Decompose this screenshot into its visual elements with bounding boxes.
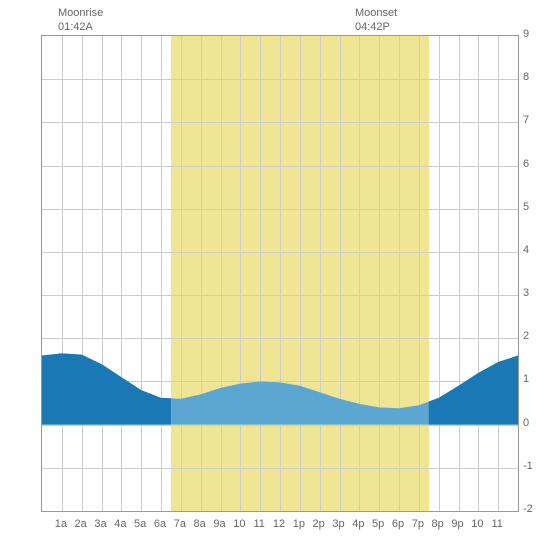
- y-tick-label: -1: [523, 460, 533, 472]
- moonset-title: Moonset: [355, 7, 397, 19]
- x-tick-label: 1a: [55, 518, 67, 530]
- moonset-time: 04:42P: [355, 21, 390, 33]
- plot-area: [41, 35, 519, 512]
- x-tick-label: 7a: [174, 518, 186, 530]
- x-tick-label: 1p: [293, 518, 305, 530]
- x-tick-label: 2p: [313, 518, 325, 530]
- x-tick-label: 2a: [75, 518, 87, 530]
- y-tick-label: 7: [523, 114, 529, 126]
- y-tick-label: 9: [523, 28, 529, 40]
- moonrise-time: 01:42A: [58, 21, 93, 33]
- x-tick-label: 7p: [412, 518, 424, 530]
- x-tick-label: 8p: [432, 518, 444, 530]
- x-tick-label: 4p: [352, 518, 364, 530]
- x-tick-label: 9p: [451, 518, 463, 530]
- x-tick-label: 9a: [213, 518, 225, 530]
- tide-svg: [42, 36, 518, 511]
- tide-chart: Moonrise 01:42A Moonset 04:42P -2-101234…: [0, 0, 550, 550]
- x-tick-label: 11: [491, 518, 502, 530]
- moonrise-label: Moonrise 01:42A: [58, 6, 103, 35]
- x-tick-label: 11: [253, 518, 264, 530]
- x-tick-label: 3p: [332, 518, 344, 530]
- tide-area-night: [42, 353, 171, 424]
- x-tick-label: 10: [233, 518, 245, 530]
- x-tick-label: 4a: [114, 518, 126, 530]
- y-tick-label: 3: [523, 287, 529, 299]
- x-tick-label: 8a: [194, 518, 206, 530]
- moonrise-title: Moonrise: [58, 7, 103, 19]
- x-tick-label: 6p: [392, 518, 404, 530]
- tide-area-night: [429, 356, 518, 425]
- y-tick-label: 0: [523, 417, 529, 429]
- y-tick-label: 6: [523, 158, 529, 170]
- x-tick-label: 10: [471, 518, 483, 530]
- x-tick-label: 3a: [94, 518, 106, 530]
- x-tick-label: 5a: [134, 518, 146, 530]
- y-tick-label: 2: [523, 330, 529, 342]
- y-tick-label: -2: [523, 503, 533, 515]
- x-tick-label: 6a: [154, 518, 166, 530]
- x-tick-label: 5p: [372, 518, 384, 530]
- moonset-label: Moonset 04:42P: [355, 6, 397, 35]
- y-tick-label: 8: [523, 71, 529, 83]
- y-tick-label: 1: [523, 373, 529, 385]
- y-tick-label: 4: [523, 244, 529, 256]
- x-tick-label: 12: [273, 518, 285, 530]
- y-tick-label: 5: [523, 201, 529, 213]
